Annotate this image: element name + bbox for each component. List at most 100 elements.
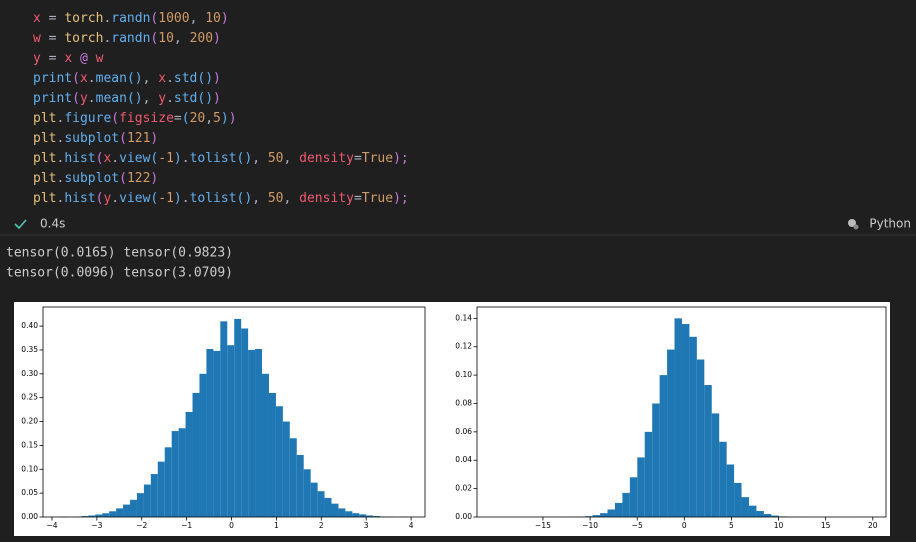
code-token: 5 [213, 111, 221, 126]
code-token: std [174, 71, 197, 86]
code-token: ( [96, 191, 104, 206]
code-token: ( [119, 131, 127, 146]
code-token: -1 [158, 151, 174, 166]
code-token: figure [64, 111, 111, 126]
code-line: plt.subplot(121) [33, 131, 158, 146]
bar [109, 511, 117, 517]
bar [704, 385, 712, 517]
x-tick-label: −10 [582, 521, 598, 530]
y-tick-label: 0.25 [21, 393, 38, 402]
y-tick-label: 0.04 [455, 455, 472, 464]
code-token: view [119, 151, 150, 166]
bar [771, 515, 779, 517]
code-token: , [190, 11, 206, 26]
code-token: ) [221, 11, 229, 26]
code-token: () [127, 71, 143, 86]
bar [213, 350, 221, 517]
code-token: . [166, 71, 174, 86]
x-tick-label: −5 [632, 521, 643, 530]
bar [150, 474, 158, 517]
code-token: 50 [268, 191, 284, 206]
y-tick-label: 0.00 [21, 512, 38, 521]
y-tick-label: 0.35 [21, 345, 38, 354]
code-token: tolist [190, 191, 237, 206]
code-token: = [354, 191, 362, 206]
code-token: print [33, 71, 72, 86]
code-token: () [237, 191, 253, 206]
x-tick-label: −15 [535, 521, 551, 530]
code-token: plt [33, 151, 56, 166]
bar [644, 431, 653, 517]
bar [324, 497, 332, 517]
code-token: print [33, 91, 72, 106]
code-token: ( [72, 91, 80, 106]
x-tick-label: 10 [774, 521, 784, 530]
x-tick-label: 20 [868, 521, 878, 530]
code-token: plt [33, 191, 56, 206]
code-token: ) [213, 91, 221, 106]
bar [726, 464, 735, 517]
code-line: y = x @ w [33, 51, 104, 66]
code-token: . [103, 31, 111, 46]
x-tick-label: −1 [181, 521, 192, 530]
bar [719, 441, 727, 517]
code-token: () [197, 91, 213, 106]
bar [756, 511, 764, 517]
bar [652, 403, 660, 517]
bar [199, 373, 207, 517]
code-token: randn [111, 11, 150, 26]
y-tick-label: 0.14 [455, 313, 472, 322]
bar [143, 484, 151, 517]
code-token: x [33, 11, 41, 26]
code-token: ( [182, 111, 190, 126]
code-token: y [103, 191, 111, 206]
code-token: ); [393, 191, 409, 206]
code-token: ( [150, 191, 158, 206]
code-token: ) [229, 111, 237, 126]
x-tick-label: −3 [91, 521, 102, 530]
bar [681, 324, 690, 517]
code-token: x [103, 151, 111, 166]
code-token: , [143, 91, 159, 106]
code-token: ( [150, 151, 158, 166]
code-token: hist [64, 151, 95, 166]
kernel-name[interactable]: Python [869, 217, 911, 231]
code-line: w = torch.randn(10, 200) [33, 31, 221, 46]
code-token: , [252, 191, 268, 206]
bar [164, 447, 172, 517]
histogram: −15 −10 −5 0 5 10 15 20 0.00 0.02 0.04 0.06 0.08 0.10… [455, 306, 887, 530]
code-token: view [119, 191, 150, 206]
bar [734, 482, 742, 517]
bar [262, 373, 269, 517]
code-token: 50 [268, 151, 284, 166]
axes-frame [476, 306, 887, 518]
kernel-icon-dot [853, 224, 859, 230]
bar [157, 461, 165, 517]
code-token: density [299, 191, 354, 206]
code-line: plt.hist(x.view(-1).tolist(), 50, densit… [33, 151, 409, 166]
code-token: ) [221, 111, 229, 126]
bar [192, 392, 200, 517]
code-token: plt [33, 131, 56, 146]
y-tick-label: 0.15 [21, 440, 38, 449]
code-token: . [182, 151, 190, 166]
code-token: ) [174, 191, 182, 206]
kernel-icon [848, 219, 856, 227]
y-tick-label: 0.02 [455, 484, 472, 493]
x-tick-label: 0 [229, 521, 234, 530]
bar [345, 511, 353, 517]
code-token: , [205, 111, 213, 126]
output-line: tensor(0.0165) tensor(0.9823) [6, 246, 233, 261]
bar [116, 508, 124, 517]
output-line: tensor(0.0096) tensor(3.0709) [6, 266, 233, 281]
code-token: mean [96, 71, 127, 86]
y-tick-label: 0.12 [455, 342, 472, 351]
bar [359, 514, 367, 517]
code-token: ) [174, 151, 182, 166]
y-tick-label: 0.20 [21, 417, 38, 426]
code-token: plt [33, 171, 56, 186]
code-editor[interactable]: x = torch.randn(1000, 10)w = torch.randn… [33, 11, 409, 206]
code-line: plt.subplot(122) [33, 171, 158, 186]
x-tick-label: 4 [409, 521, 414, 530]
bar [338, 508, 346, 517]
